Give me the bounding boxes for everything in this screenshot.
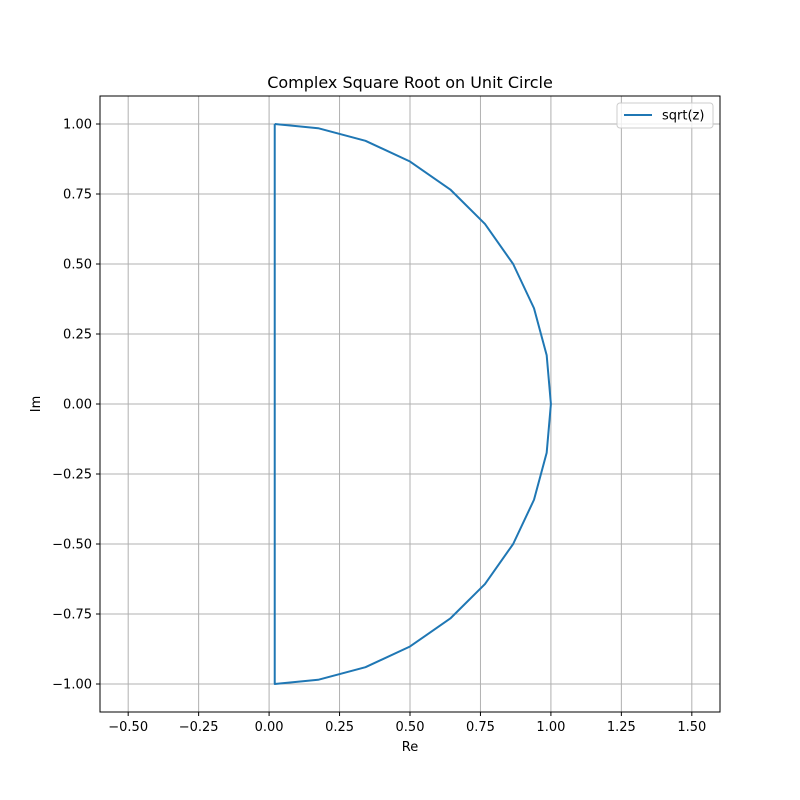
- y-axis-label: Im: [29, 396, 44, 413]
- y-tick-label: −0.50: [52, 538, 92, 553]
- x-axis-label: Re: [402, 740, 418, 755]
- x-tick-label: 1.50: [677, 720, 706, 735]
- y-tick-label: −1.00: [52, 678, 92, 693]
- legend-box: [616, 102, 714, 129]
- y-tick-label: −0.75: [52, 608, 92, 623]
- chart-title: Complex Square Root on Unit Circle: [267, 73, 553, 92]
- y-tick-label: 0.00: [63, 398, 92, 413]
- x-tick-label: 1.00: [536, 720, 565, 735]
- series-layer: [273, 123, 552, 685]
- x-tick-label: 0.00: [255, 720, 284, 735]
- legend: sqrt(z): [616, 102, 714, 129]
- x-tick-label: 0.75: [466, 720, 495, 735]
- tick-marks: −0.50 −0.25 0.00 0.25 0.50 0.75 1.00 1.25 1.50 −1…: [52, 118, 706, 736]
- y-tick-label: 1.00: [63, 118, 92, 133]
- y-tick-label: 0.75: [63, 188, 92, 203]
- legend-label-sqrt: sqrt(z): [662, 109, 704, 124]
- x-tick-label: 0.50: [396, 720, 425, 735]
- y-tick-label: 0.50: [63, 258, 92, 273]
- x-tick-label: −0.25: [179, 720, 219, 735]
- y-tick-label: 0.25: [63, 328, 92, 343]
- x-tick-label: −0.50: [108, 720, 148, 735]
- x-tick-label: 1.25: [607, 720, 636, 735]
- series-line-sqrt: [273, 123, 552, 685]
- y-tick-label: −0.25: [52, 468, 92, 483]
- x-tick-label: 0.25: [325, 720, 354, 735]
- grid-lines: [100, 96, 720, 712]
